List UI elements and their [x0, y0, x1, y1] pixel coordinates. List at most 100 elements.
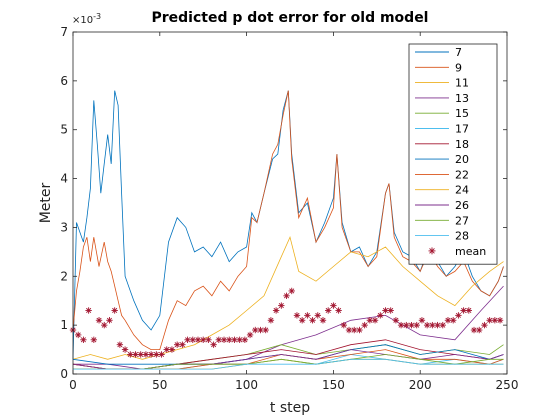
y-axis-label: Meter	[38, 182, 54, 223]
legend-label: 20	[455, 153, 469, 166]
mean-point	[439, 321, 446, 329]
mean-point	[158, 351, 165, 358]
mean-point	[278, 302, 285, 309]
legend-marker-mean	[428, 247, 436, 255]
mean-point	[75, 331, 82, 339]
mean-point	[288, 287, 295, 295]
mean-point	[476, 326, 483, 334]
mean-point	[460, 307, 467, 314]
chart-title: Predicted p dot error for old model	[152, 10, 429, 26]
mean-point	[267, 317, 275, 324]
mean-point	[455, 312, 462, 319]
mean-point	[330, 302, 337, 309]
mean-point	[111, 307, 118, 314]
mean-point	[246, 331, 254, 339]
y-axis-exponent: ×10-3	[72, 12, 101, 26]
mean-point	[184, 336, 191, 343]
mean-point	[423, 321, 431, 329]
mean-point	[179, 341, 186, 348]
mean-point	[205, 336, 212, 343]
mean-point	[340, 321, 348, 329]
mean-point	[377, 312, 384, 319]
legend-label: 9	[455, 61, 462, 74]
series-line-9	[72, 90, 504, 351]
legend-box	[408, 43, 498, 265]
mean-point	[132, 351, 139, 358]
legend-label: 28	[455, 230, 469, 243]
mean-point	[392, 317, 400, 324]
mean-point	[121, 346, 129, 353]
legend-label: 13	[455, 92, 469, 105]
y-tick-label: 1	[60, 318, 68, 332]
mean-point	[262, 326, 269, 334]
mean-point	[481, 321, 488, 329]
legend-label: 24	[455, 184, 469, 197]
mean-point	[465, 307, 473, 314]
mean-point	[397, 321, 405, 329]
legend-label: 7	[455, 46, 462, 59]
axes: 0 50 100 150 200 250 0 1 2 3 4 5 6 7	[60, 25, 518, 392]
mean-point	[90, 336, 98, 343]
mean-point	[210, 341, 217, 348]
y-tick-label: 0	[60, 367, 68, 381]
mean-point	[371, 317, 379, 324]
legend-label: 27	[455, 214, 469, 227]
mean-point	[106, 317, 113, 324]
x-tick-label: 100	[235, 378, 258, 392]
mean-point	[324, 307, 332, 314]
legend-label: 17	[455, 123, 469, 136]
x-tick-label: 0	[69, 378, 77, 392]
mean-point	[85, 307, 92, 314]
series-line-27	[73, 354, 504, 370]
mean-point	[345, 326, 353, 334]
x-tick-label: 200	[409, 378, 432, 392]
legend-label: 22	[455, 168, 469, 181]
legend-label: 11	[455, 77, 469, 90]
y-tick-label: 3	[60, 220, 68, 234]
x-tick-label: 50	[152, 378, 167, 392]
mean-point	[449, 317, 457, 324]
mean-point	[220, 336, 228, 343]
y-exponent-base: ×10	[72, 15, 93, 26]
series-line-11	[72, 235, 504, 360]
mean-point	[418, 317, 426, 324]
mean-point	[241, 336, 249, 343]
mean-point	[283, 292, 290, 300]
legend-label: 26	[455, 199, 469, 212]
x-tick-label: 250	[496, 378, 519, 392]
mean-point	[319, 317, 327, 324]
mean-point	[293, 312, 301, 319]
x-axis-label: t step	[270, 400, 310, 416]
legend-label: mean	[455, 245, 486, 258]
legend: 7 9 11 13 15 17 18 20 22 24 26 27 28 mean	[408, 43, 498, 265]
mean-point	[298, 317, 306, 324]
mean-point	[142, 351, 150, 358]
y-tick-label: 5	[60, 123, 68, 137]
y-tick-label: 4	[60, 172, 68, 186]
legend-label: 15	[455, 107, 469, 120]
mean-point	[387, 307, 394, 314]
x-tick-label: 150	[322, 378, 345, 392]
mean-point	[356, 326, 363, 334]
mean-point	[95, 317, 103, 324]
series-line-28	[73, 358, 504, 370]
mean-point	[116, 341, 124, 348]
mean-point	[309, 317, 316, 324]
mean-point	[173, 341, 181, 348]
mean-point	[226, 336, 233, 343]
mean-point	[101, 321, 108, 329]
axes-box	[72, 31, 508, 375]
mean-point	[314, 312, 321, 319]
mean-point	[496, 317, 504, 324]
y-exponent-power: -3	[93, 12, 101, 21]
mean-point	[80, 336, 87, 343]
y-tick-label: 7	[60, 25, 68, 39]
y-tick-label: 6	[60, 74, 68, 88]
y-tick-label: 2	[60, 269, 68, 283]
mean-point	[168, 346, 176, 353]
mean-point	[272, 307, 280, 314]
mean-point	[413, 321, 420, 329]
series-mean-markers	[69, 287, 504, 358]
mean-point	[304, 312, 311, 319]
